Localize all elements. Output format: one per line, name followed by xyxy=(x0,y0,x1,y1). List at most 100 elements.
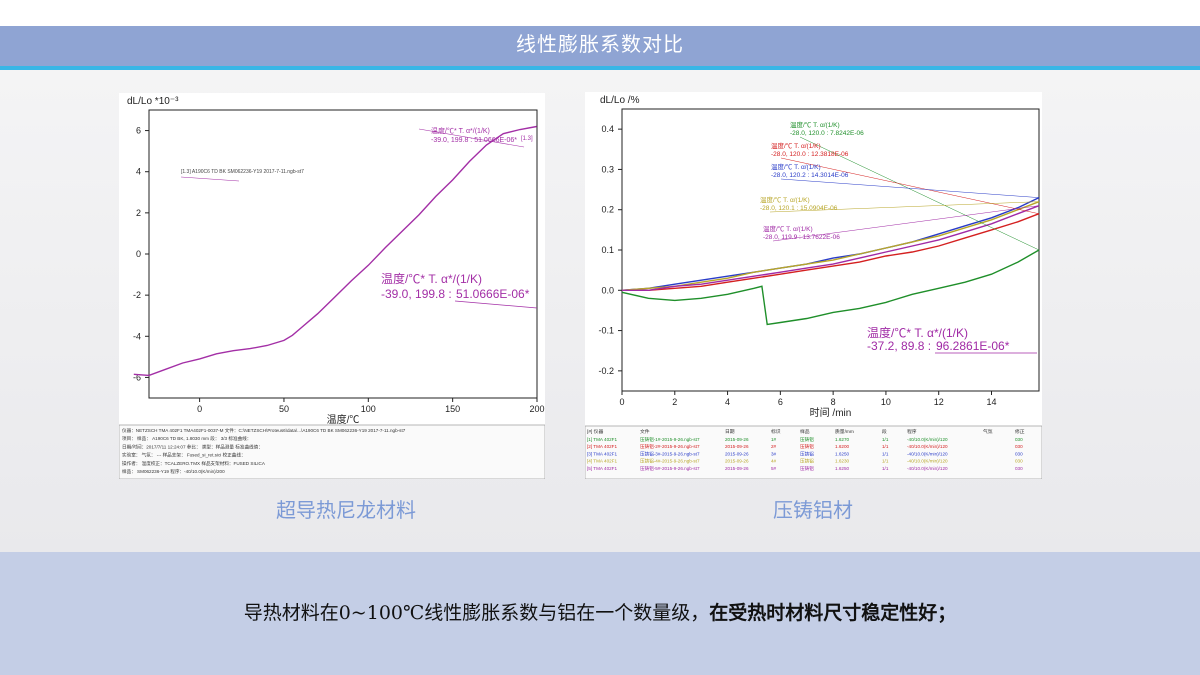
aluminum-x-tick-label: 2 xyxy=(672,397,677,407)
aluminum-series-line-4 xyxy=(621,201,1040,291)
nylon-x-tick-label: 0 xyxy=(197,404,202,414)
nylon-y-tick-label: 0 xyxy=(136,249,141,259)
nylon-annotation-header: 温度/℃* T. α*/(1/K) xyxy=(381,271,482,286)
aluminum-annotation-leader-5 xyxy=(772,205,1040,242)
aluminum-table-cell: 1# xyxy=(771,437,777,442)
aluminum-y-tick-label: 0.2 xyxy=(601,205,614,215)
aluminum-table-cell: 压铸铝 xyxy=(800,443,814,450)
aluminum-table-header: 修正 xyxy=(1015,428,1025,435)
aluminum-table-cell: 压铸铝 xyxy=(800,458,814,465)
aluminum-x-axis-label: 时间 /min xyxy=(810,406,852,419)
aluminum-annotation-leader-2 xyxy=(780,157,1040,214)
aluminum-table-cell: 1/1 xyxy=(882,437,889,442)
summary-bold: 在受热时材料尺寸稳定性好； xyxy=(709,602,957,624)
aluminum-table-header: 文件 xyxy=(640,428,650,435)
aluminum-table-cell: 压铸铝-5#-2015-9-26.ngb-st7 xyxy=(640,465,700,472)
top-strip xyxy=(0,0,1200,26)
nylon-y-tick-label: -4 xyxy=(133,331,141,341)
aluminum-table-cell: 030 xyxy=(1015,437,1023,442)
aluminum-y-tick-label: 0.0 xyxy=(601,285,614,295)
nylon-series-line-1 xyxy=(133,125,537,377)
nylon-x-tick-label: 150 xyxy=(445,404,460,414)
aluminum-x-tick-label: 14 xyxy=(986,397,996,407)
nylon-annotation-leader xyxy=(418,128,525,148)
footer-band xyxy=(0,552,1200,675)
chart-nylon: 0 50 100 150 200 -6 -4 -2 0 2 4 6 温度/℃ dL/Lo *10⁻³ 温度/… xyxy=(118,96,546,480)
nylon-small-annotation-header: 温度/℃* T. α*/(1/K) xyxy=(431,126,490,135)
banner-accent-line xyxy=(0,66,1200,70)
aluminum-info-table xyxy=(584,425,1043,480)
aluminum-table-cell: 压铸铝-1#-2015-9-26.ngb-st7 xyxy=(640,436,700,443)
aluminum-x-tick-label: 8 xyxy=(831,397,836,407)
aluminum-table-cell: -40/10.0(K/min)/120 xyxy=(907,437,948,442)
summary-normal: 导热材料在0~100℃线性膨胀系数与铝在一个数量级， xyxy=(243,602,710,624)
aluminum-table-cell: 1.6250 xyxy=(835,466,849,471)
aluminum-table-header: [#] 仪器 xyxy=(587,429,603,435)
aluminum-y-tick-label: 0.1 xyxy=(601,245,614,255)
nylon-marker-label: [1.3] xyxy=(521,136,533,142)
aluminum-x-tick-label: 4 xyxy=(725,397,730,407)
chart-panel-aluminum: 0 2 4 6 8 10 12 14 -0.2 -0.1 0.0 0.1 0.2 0.3 0.4 时间 /mi… xyxy=(584,92,1043,480)
nylon-info-line: 仪器：NETZSCH TMA 402F1 TMA402F1-0037-M 文件：… xyxy=(122,427,406,434)
nylon-small-annotation-value: -39.0, 199.8 : 51.0666E-06* xyxy=(431,137,517,144)
aluminum-annotation-header-3: 温度/℃ T. α/(1/K) xyxy=(771,162,821,171)
nylon-info-line: 项目： 样品： A190C6 TD BK, 1.8030 mm 段： 3/3 标… xyxy=(122,435,251,442)
aluminum-table-cell: 压铸铝 xyxy=(800,436,814,443)
aluminum-table-cell: -40/10.0(K/min)/120 xyxy=(907,459,948,464)
nylon-y-axis-label: dL/Lo *10⁻³ xyxy=(127,96,179,107)
aluminum-annotation-leader-1 xyxy=(799,136,1040,251)
aluminum-table-cell: 030 xyxy=(1015,451,1023,456)
aluminum-table-cell: 压铸铝-3#-2015-9-26.ngb-st7 xyxy=(640,450,700,457)
aluminum-table-cell: 030 xyxy=(1015,466,1023,471)
slide-title: 线性膨胀系数对比 xyxy=(516,32,684,56)
aluminum-table-cell: 2015-09-26 xyxy=(725,444,749,449)
aluminum-annotation-value-5: -28.0, 119.9 : 13.7622E-06 xyxy=(763,234,840,241)
aluminum-table-cell: 030 xyxy=(1015,459,1023,464)
aluminum-table-cell: [3] TMA 402F1 xyxy=(587,451,617,456)
aluminum-table-cell: 1.6250 xyxy=(835,451,849,456)
aluminum-table-header: 日期 xyxy=(725,429,735,435)
aluminum-big-annotation-coords: -37.2, 89.8 : xyxy=(867,339,931,353)
aluminum-table-header: 质量/mm xyxy=(835,428,854,435)
nylon-y-tick-label: -6 xyxy=(133,372,141,382)
aluminum-table-cell: -40/10.0(K/min)/120 xyxy=(907,451,948,456)
aluminum-table-cell: [5] TMA 402F1 xyxy=(587,466,617,471)
aluminum-table-cell: 压铸铝 xyxy=(800,465,814,472)
aluminum-y-tick-label: -0.2 xyxy=(598,366,614,376)
caption-nylon: 超导热尼龙材料 xyxy=(276,498,416,522)
aluminum-table-cell: 2015-09-26 xyxy=(725,451,749,456)
nylon-y-tick-label: 2 xyxy=(136,208,141,218)
aluminum-table-cell: 030 xyxy=(1015,444,1023,449)
caption-aluminum: 压铸铝材 xyxy=(773,498,853,522)
summary-text: 导热材料在0~100℃线性膨胀系数与铝在一个数量级，在受热时材料尺寸稳定性好； xyxy=(0,598,1200,625)
aluminum-table-header: 段 xyxy=(882,428,887,435)
aluminum-table-header: 样品 xyxy=(800,428,810,435)
nylon-x-axis-label: 温度/℃ xyxy=(327,413,360,426)
aluminum-table-cell: 2# xyxy=(771,444,777,449)
aluminum-big-annotation-value: 96.2861E-06* xyxy=(936,339,1010,353)
aluminum-table-cell: 压铸铝-4#-2015-9-26.ngb-st7 xyxy=(640,458,700,465)
nylon-annotation-coords: -39.0, 199.8 : xyxy=(381,287,452,301)
aluminum-annotation-leader-4 xyxy=(769,201,1040,213)
aluminum-annotation-leader-3 xyxy=(780,178,1040,198)
aluminum-table-cell: -40/10.0(K/min)/120 xyxy=(907,444,948,449)
aluminum-annotation-header-1: 温度/℃ T. α/(1/K) xyxy=(790,120,840,129)
aluminum-annotation-value-4: -28.0, 120.1 : 15.0904E-06 xyxy=(760,205,838,212)
nylon-info-line: 样品： SM062236-Y19 程序：-40/10.0(K/min)/200 xyxy=(122,468,225,475)
nylon-x-tick-label: 200 xyxy=(529,404,544,414)
aluminum-series-line-5 xyxy=(622,205,1040,292)
nylon-y-tick-label: -2 xyxy=(133,290,141,300)
aluminum-table-cell: 1/1 xyxy=(882,451,889,456)
nylon-info-line: 操作者： 温度校正：TCALZERO.TMX 样品支架材料：FUSED SILI… xyxy=(122,460,266,467)
aluminum-table-cell: 5# xyxy=(771,466,777,471)
aluminum-table-cell: [2] TMA 402F1 xyxy=(587,444,617,449)
title-banner xyxy=(0,26,1200,66)
nylon-info-line: 实验室： 气氛： --- 样品支架： Fused_si_ret.sici 校正曲… xyxy=(122,452,246,459)
aluminum-table-cell: 1.6230 xyxy=(835,459,849,464)
nylon-legend-text: [1.3] A190C6 TD BK SM062236-Y19 2017-7-1… xyxy=(181,169,304,175)
aluminum-table-cell: 压铸铝 xyxy=(800,450,814,457)
aluminum-table-cell: 1/1 xyxy=(882,444,889,449)
aluminum-table-cell: 1.6270 xyxy=(835,437,849,442)
nylon-y-tick-label: 4 xyxy=(136,167,141,177)
nylon-annotation-underline xyxy=(454,300,538,309)
